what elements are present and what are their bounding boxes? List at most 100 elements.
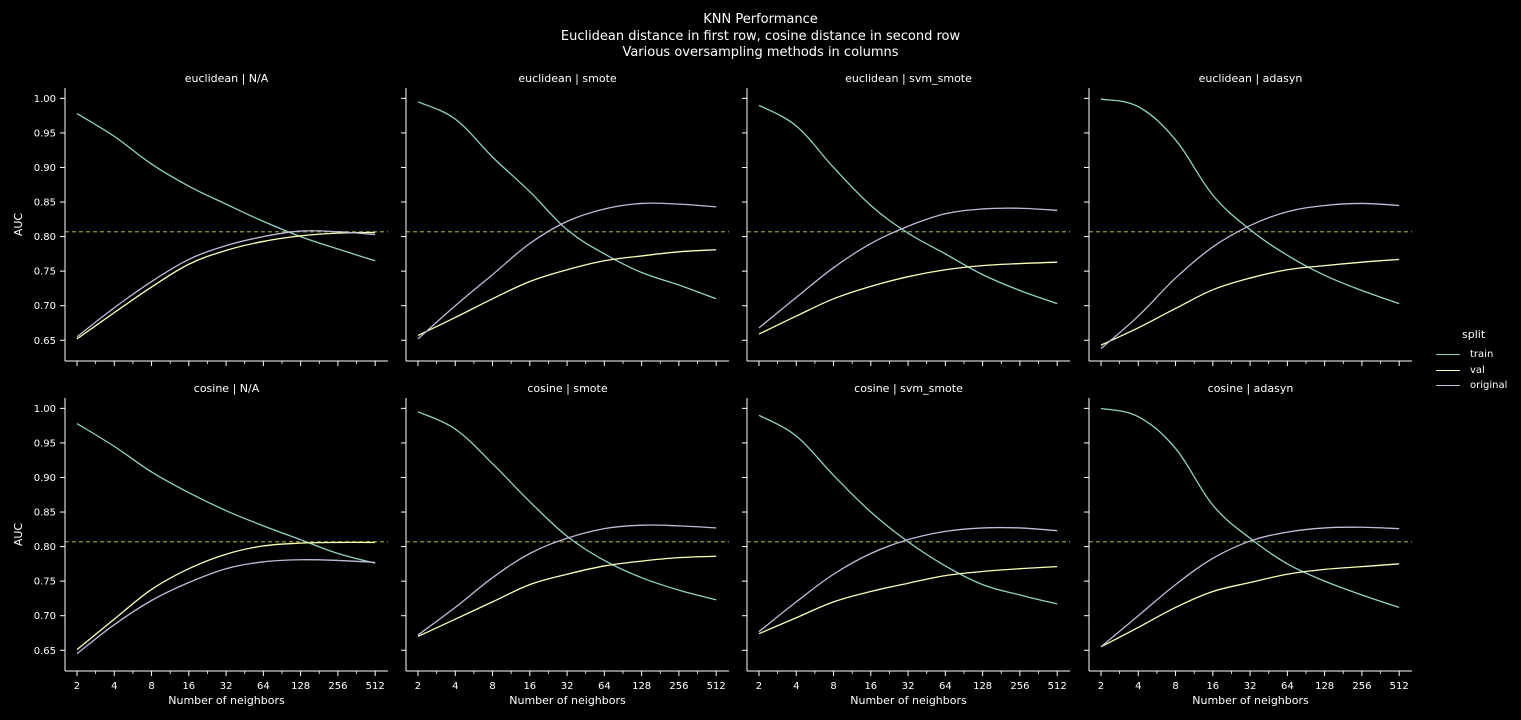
panel-title: euclidean | adasyn [1199,72,1303,85]
panel-title: euclidean | smote [518,72,617,85]
x-tick-label: 32 [561,681,574,692]
x-tick-label: 512 [1048,681,1067,692]
x-axis-label: Number of neighbors [850,694,967,707]
series-line-val [417,555,717,638]
legend-item-train: train [1436,347,1507,363]
x-tick-label: 8 [830,681,836,692]
series-line-train [758,104,1058,305]
x-tick-label: 256 [1010,681,1029,692]
legend-label-val: val [1470,364,1485,376]
series-line-val [76,541,376,651]
x-tick-label: 128 [1315,681,1334,692]
x-axis-label: Number of neighbors [1192,694,1309,707]
series-line-original [76,559,376,655]
series-line-train [1100,407,1400,609]
y-tick-label: 0.75 [34,267,56,278]
x-tick-label: 64 [598,681,611,692]
legend-title: split [1462,328,1486,341]
panel-row2-col2: cosine | smote 2 4 8 16 32 64 128 256 512 Number o… [401,382,729,707]
series-line-original [758,526,1058,633]
x-tick-label: 32 [220,681,233,692]
x-tick-label: 16 [864,681,877,692]
series-line-train [76,113,376,262]
series-line-original [1100,526,1400,648]
y-axis-label: AUC [12,213,25,237]
x-tick-label: 128 [632,681,651,692]
series-line-train [76,423,376,564]
panel-title: cosine | adasyn [1208,382,1294,395]
figure-title: KNN Performance Euclidean distance in fi… [0,12,1521,62]
y-tick-label: 0.75 [34,577,56,588]
x-tick-label: 4 [793,681,799,692]
y-axis-label: AUC [12,523,25,547]
legend-swatch-train [1436,354,1460,356]
y-tick-label: 0.80 [34,232,56,243]
panel-row1-col3: euclidean | svm_smote [742,72,1070,366]
panel-row1-col2: euclidean | smote [401,72,729,366]
title-line-2: Euclidean distance in first row, cosine … [560,28,961,44]
y-tick-label: 0.80 [34,542,56,553]
x-tick-label: 256 [1352,681,1371,692]
panel-title: euclidean | N/A [185,72,269,85]
panel-row2-col3: cosine | svm_smote 2 4 8 16 32 64 128 256 512 Numb… [742,382,1070,707]
x-axis-label: Number of neighbors [168,694,285,707]
y-tick-label: 0.70 [34,611,56,622]
series-line-val [1100,563,1400,648]
y-tick-label: 0.90 [34,163,56,174]
title-line-3: Various oversampling methods in columns [622,45,899,60]
series-line-val [76,231,376,340]
panel-row2-col1: cosine | N/A 0.65 0.70 0.75 0.80 0.85 0.90 0.95… [12,382,388,707]
x-tick-label: 32 [902,681,915,692]
series-line-original [76,230,376,338]
series-line-original [1100,202,1400,350]
legend: split train val original [1436,328,1507,394]
series-line-train [758,414,1058,605]
series-line-original [758,207,1058,329]
x-tick-label: 512 [707,681,726,692]
x-tick-label: 16 [182,681,195,692]
y-tick-label: 0.85 [34,198,56,209]
x-tick-label: 8 [489,681,495,692]
x-tick-label: 64 [257,681,270,692]
series-line-original [417,202,717,340]
series-line-val [758,261,1058,335]
y-tick-label: 1.00 [34,404,56,415]
panel-title: euclidean | svm_smote [845,72,972,85]
x-tick-label: 4 [452,681,458,692]
x-tick-label: 32 [1244,681,1257,692]
x-tick-label: 64 [1281,681,1294,692]
series-line-original [417,524,717,636]
x-tick-label: 2 [415,681,421,692]
y-tick-label: 0.95 [34,128,56,139]
x-tick-label: 128 [973,681,992,692]
x-tick-label: 16 [523,681,536,692]
legend-label-original: original [1470,380,1508,392]
y-tick-label: 0.65 [34,336,56,347]
x-tick-label: 512 [366,681,385,692]
x-tick-label: 256 [328,681,347,692]
legend-item-val: val [1436,363,1507,379]
y-tick-label: 0.65 [34,646,56,657]
series-line-train [417,411,717,601]
legend-item-original: original [1436,378,1507,394]
y-tick-label: 0.70 [34,301,56,312]
x-tick-label: 8 [148,681,154,692]
x-tick-label: 2 [74,681,80,692]
x-tick-label: 128 [291,681,310,692]
x-tick-label: 16 [1206,681,1219,692]
x-tick-label: 256 [669,681,688,692]
panel-title: cosine | N/A [194,382,260,395]
panel-title: cosine | smote [527,382,607,395]
panel-row1-col4: euclidean | adasyn [1084,72,1412,366]
series-line-val [417,249,717,337]
panel-title: cosine | svm_smote [854,382,963,395]
series-line-train [417,101,717,300]
x-tick-label: 4 [111,681,117,692]
legend-swatch-val [1436,369,1460,371]
x-tick-label: 2 [1098,681,1104,692]
y-tick-label: 0.90 [34,473,56,484]
panel-row2-col4: cosine | adasyn 2 4 8 16 32 64 128 256 512 Number … [1084,382,1412,707]
series-line-train [1100,98,1400,305]
y-tick-label: 0.85 [34,508,56,519]
x-tick-label: 4 [1135,681,1141,692]
